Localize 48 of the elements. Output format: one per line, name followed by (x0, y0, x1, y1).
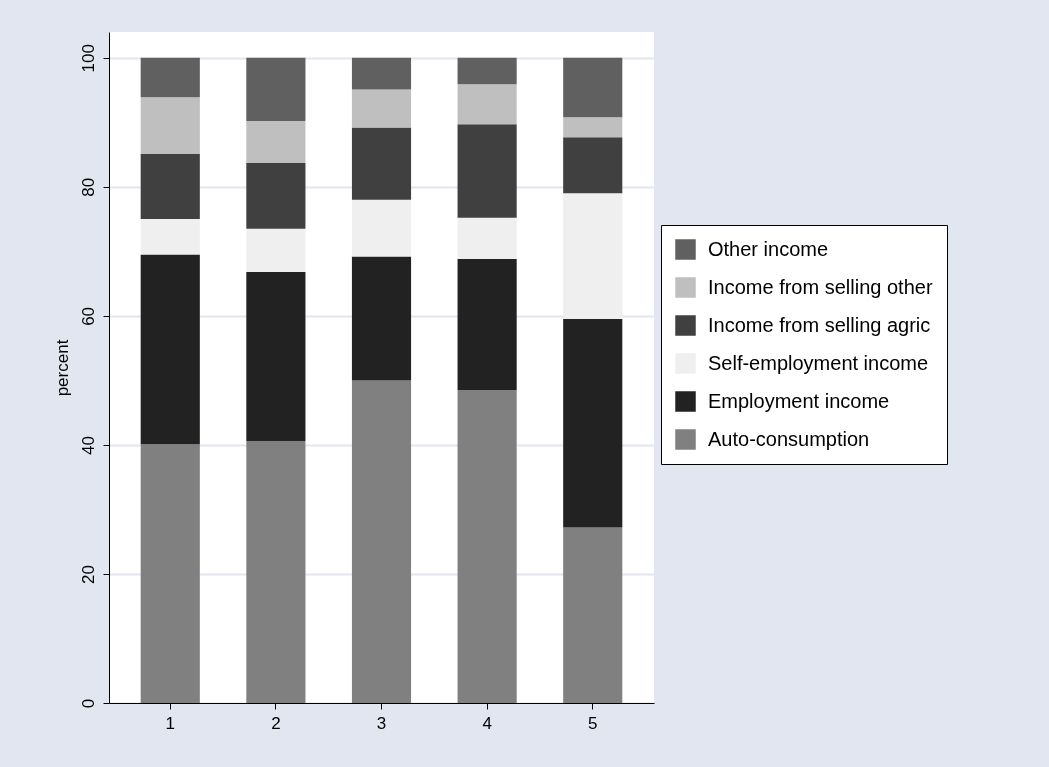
bar (457, 259, 517, 391)
legend-label: Other income (708, 237, 829, 260)
bar (457, 57, 517, 85)
bar (246, 441, 306, 703)
bar (351, 57, 412, 90)
legend-label: Self-employment income (708, 351, 929, 374)
bar (563, 319, 623, 528)
bar (563, 527, 623, 703)
x-tick-label: 5 (588, 713, 598, 733)
bar (563, 193, 623, 320)
y-tick-label: 80 (78, 177, 98, 197)
x-tick-label: 2 (271, 713, 281, 733)
y-tick-label: 100 (78, 44, 98, 73)
bar (351, 380, 412, 703)
legend-label: Employment income (708, 389, 890, 412)
y-tick-label: 40 (78, 435, 98, 455)
bar (140, 57, 200, 98)
x-tick-label: 4 (482, 713, 492, 733)
bar (246, 228, 306, 273)
bar (351, 256, 412, 381)
legend-label: Income from selling agric (708, 313, 931, 336)
y-tick-label: 0 (78, 698, 98, 709)
bar (563, 57, 623, 118)
bar (351, 89, 412, 128)
bar (457, 124, 517, 218)
bar (140, 153, 200, 220)
bar (457, 390, 517, 703)
bar (140, 219, 200, 255)
y-tick-label: 60 (78, 306, 98, 326)
bar (351, 127, 412, 200)
legend-label: Auto-consumption (708, 427, 870, 450)
x-tick-label: 1 (165, 713, 175, 733)
y-tick-label: 20 (78, 565, 98, 584)
bar (351, 199, 412, 257)
bar (140, 444, 200, 703)
bar (246, 272, 306, 442)
bar (457, 84, 517, 125)
bar (563, 137, 623, 194)
y-axis-title: percent (52, 339, 72, 397)
bar (246, 121, 306, 163)
legend-label: Income from selling other (708, 275, 933, 298)
bar (457, 217, 517, 260)
bar (246, 162, 306, 229)
x-tick-label: 3 (376, 713, 387, 733)
bar (246, 57, 306, 122)
bar (140, 97, 200, 154)
bar (563, 117, 623, 138)
bar (140, 254, 200, 445)
